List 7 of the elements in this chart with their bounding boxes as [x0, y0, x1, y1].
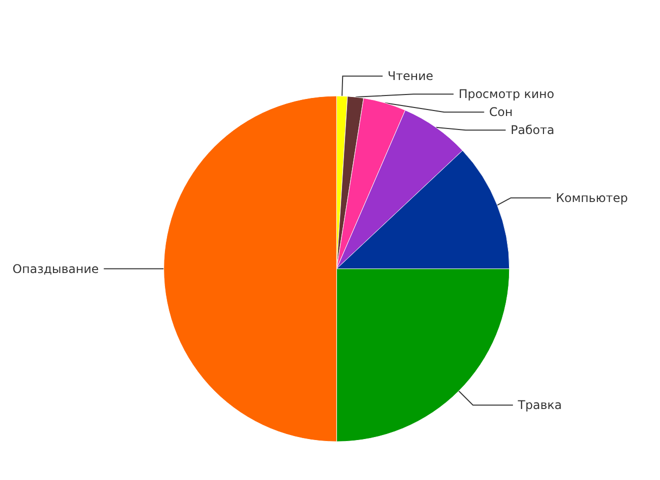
slice-label: Опаздывание [12, 262, 99, 276]
slice-label: Компьютер [556, 190, 628, 205]
slice-label: Работа [510, 123, 554, 138]
slice-label: Сон [489, 105, 513, 120]
slice-label: Травка [516, 398, 562, 412]
slice-label: Чтение [388, 69, 434, 84]
slice-label: Просмотр кино [458, 87, 554, 102]
